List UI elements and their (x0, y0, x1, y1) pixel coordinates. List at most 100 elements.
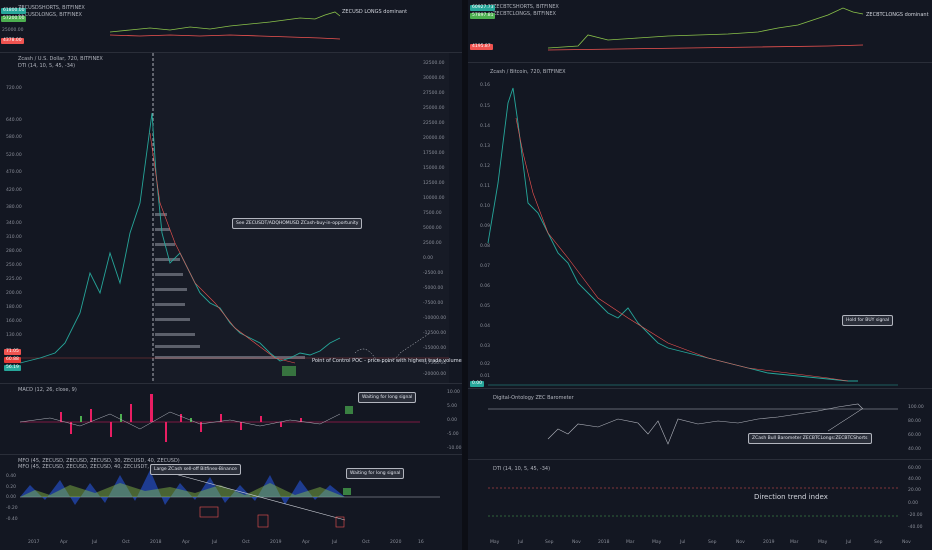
mfo-axis-label: 0.00 (6, 495, 17, 500)
mfo-axis-label: 0.40 (6, 474, 17, 479)
time-label: Nov (902, 540, 911, 545)
right-main-pane[interactable]: Zcash / Bitcoin, 720, BITFINEX 0.16 0.15… (468, 63, 932, 388)
right-main-legend: Zcash / Bitcoin, 720, BITFINEX (490, 69, 566, 75)
right-baro-pane[interactable]: Digital-Ontology ZEC Barometer ZCash Bul… (468, 389, 932, 459)
right-axis-label: 0.15 (480, 104, 491, 109)
left-axis-label: 340.00 (6, 221, 22, 226)
right-axis-label: 0.07 (480, 264, 491, 269)
time-label: Sep (545, 540, 554, 545)
right-axis-label: 5000.00 (423, 226, 442, 231)
right-top-tag-3: 4195.87 (470, 44, 493, 50)
macd-callout: Waiting for long signal (358, 392, 417, 403)
right-axis-label: 17500.00 (423, 151, 445, 156)
divider (468, 388, 932, 389)
dti-axis-label: 20.00 (908, 488, 921, 493)
left-axis-label: 250.00 (6, 263, 22, 268)
left-axis-label: 180.00 (6, 305, 22, 310)
right-axis-label: -17500.00 (423, 361, 447, 366)
divider (468, 62, 932, 63)
time-label: Oct (362, 540, 370, 545)
right-axis-label: 0.02 (480, 362, 491, 367)
dti-center-label: Direction trend index (754, 493, 828, 501)
right-axis-label: 10000.00 (423, 196, 445, 201)
time-label: Oct (122, 540, 130, 545)
time-label: Jul (846, 540, 852, 545)
left-axis-label: 200.00 (6, 291, 22, 296)
right-axis-label: -10000.00 (423, 316, 447, 321)
left-axis-label: 225.00 (6, 277, 22, 282)
divider (0, 383, 462, 384)
left-main-tag-1: 71.05 (4, 349, 21, 355)
time-label: Jul (212, 540, 218, 545)
left-main-legend-1: Zcash / U.S. Dollar, 720, BITFINEX (18, 56, 103, 62)
dti-chart (488, 487, 898, 517)
time-label: 2020 (390, 540, 402, 545)
right-axis-label: 0.03 (480, 344, 491, 349)
right-axis-label: 12500.00 (423, 181, 445, 186)
right-top-longs-shorts-chart (547, 7, 864, 51)
left-main-legend-2: DTI (14, 10, 5, 45, -34) (18, 63, 76, 69)
left-top-tag-2: 57200.00 (1, 16, 27, 22)
dti-axis-label: 60.00 (908, 466, 921, 471)
mfo-callout-top: Large ZCash sell-off Bitfinex-Binance (150, 464, 241, 475)
left-axis-label: 160.00 (6, 319, 22, 324)
right-axis-label: 0.04 (480, 324, 491, 329)
right-axis-label: -20000.00 (423, 372, 447, 377)
time-label: Nov (572, 540, 581, 545)
time-label: Apr (60, 540, 68, 545)
mfo-axis-label: -0.20 (6, 506, 18, 511)
divider (468, 459, 932, 460)
mfo-callout-right: Waiting for long signal (346, 468, 405, 479)
left-top-tag-3: 4378.00 (1, 38, 24, 44)
baro-legend: Digital-Ontology ZEC Barometer (493, 395, 574, 401)
left-top-longs-shorts-chart (109, 11, 341, 40)
time-label: Jul (518, 540, 524, 545)
time-label: Sep (708, 540, 717, 545)
mfo-chart (20, 469, 440, 528)
right-axis-label: -5000.00 (423, 286, 444, 291)
right-axis-label: 0.14 (480, 124, 491, 129)
macd-legend: MACD (12, 26, close, 9) (18, 387, 77, 393)
left-top-pane[interactable]: ZECUSDSHORTS, BITFINEX ZECUSDLONGS, BITF… (0, 0, 462, 52)
baro-axis-label: 80.00 (908, 419, 921, 424)
left-axis-label: 380.00 (6, 205, 22, 210)
left-axis-label: 310.00 (6, 235, 22, 240)
chart-split-divider[interactable] (462, 0, 468, 550)
dti-axis-label: -40.00 (908, 525, 923, 530)
dti-legend: DTI (14, 10, 5, 45, -34) (493, 466, 551, 472)
left-axis-label: 580.00 (6, 135, 22, 140)
right-axis-label: 0.00 (423, 256, 434, 261)
divider (0, 454, 462, 455)
right-main-tag: 0.00 (470, 381, 485, 387)
left-price-chart (19, 53, 449, 383)
left-axis-label: 280.00 (6, 249, 22, 254)
baro-axis-label: 40.00 (908, 447, 921, 452)
time-label: Sep (874, 540, 883, 545)
time-label: 2018 (150, 540, 162, 545)
right-top-pane[interactable]: ZECBTCSHORTS, BITFINEX ZECBTCLONGS, BITF… (468, 0, 932, 62)
left-main-callout: See ZECUSDT/ADQHOMUSD ZCash-buy-in-oppor… (232, 218, 363, 229)
right-top-tag-1: 60927.73 (470, 5, 496, 11)
left-macd-pane[interactable]: MACD (12, 26, close, 9) Waiting for long… (0, 384, 462, 454)
time-label: Apr (302, 540, 310, 545)
time-label: May (652, 540, 662, 545)
divider (0, 52, 462, 53)
right-axis-label: -15000.00 (423, 346, 447, 351)
barometer-chart (488, 403, 898, 445)
right-dti-pane[interactable]: DTI (14, 10, 5, 45, -34) Direction trend… (468, 460, 932, 537)
time-label: 2019 (763, 540, 775, 545)
mfo-legend-2: MFO (45, ZECUSD, ZECUSD, ZECUSD, 40, ZEC… (18, 464, 183, 470)
left-mfo-pane[interactable]: MFO (45, ZECUSD, ZECUSD, ZECUSD, 30, ZEC… (0, 455, 462, 535)
right-axis-label: 0.08 (480, 244, 491, 249)
right-top-legend-2: ZECBTCLONGS, BITFINEX (493, 11, 556, 17)
dti-axis-label: 40.00 (908, 477, 921, 482)
right-axis-label: 7500.00 (423, 211, 442, 216)
mfo-legend-1: MFO (45, ZECUSD, ZECUSD, ZECUSD, 30, ZEC… (18, 458, 180, 464)
right-axis-label: 0.13 (480, 144, 491, 149)
time-label: Oct (242, 540, 250, 545)
right-axis-label: -7500.00 (423, 301, 444, 306)
right-axis-label: 20000.00 (423, 136, 445, 141)
dti-axis-label: 0.00 (908, 501, 919, 506)
left-main-pane[interactable]: Zcash / U.S. Dollar, 720, BITFINEX DTI (… (0, 53, 462, 383)
time-label: Jul (92, 540, 98, 545)
